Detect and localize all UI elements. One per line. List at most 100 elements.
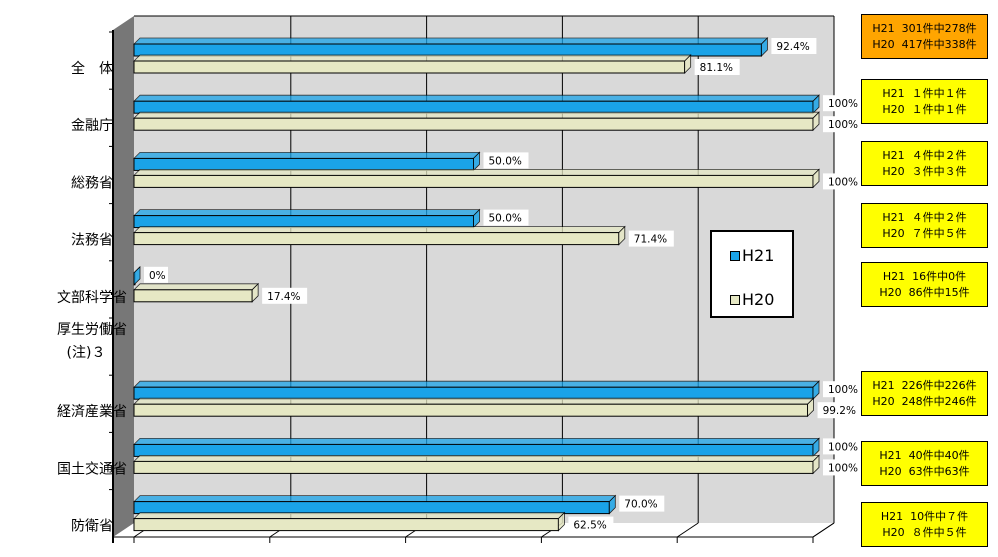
bar-end-face <box>684 54 692 74</box>
bar-front <box>133 289 253 303</box>
bar-end-face <box>812 111 820 132</box>
info-box-line-h20: H20 １件中１件 <box>882 102 967 116</box>
info-box-line-h20: H20 ７件中５件 <box>882 226 967 240</box>
info-box: H21 ４件中２件 H20 ３件中３件 <box>861 141 988 186</box>
data-label: 100% <box>828 119 858 131</box>
bar-end-face <box>608 494 616 515</box>
data-label: 100% <box>828 98 858 110</box>
bar-h20 <box>133 225 626 246</box>
bar-h20 <box>133 511 566 532</box>
bar-end-face <box>251 282 259 303</box>
bar-h20 <box>133 54 692 74</box>
bar-front <box>133 215 474 229</box>
data-label: 92.4% <box>776 41 809 53</box>
bar-top-face <box>133 380 820 388</box>
category-label: 総務省 <box>71 175 113 191</box>
bar-top-face <box>133 454 820 462</box>
category-label: 厚生労働省 <box>57 322 127 338</box>
bar-h21 <box>133 94 820 115</box>
data-label: 0% <box>149 270 166 282</box>
data-label-box <box>771 38 817 54</box>
category-label: 全 体 <box>71 60 113 77</box>
data-label-box <box>823 95 861 112</box>
bar-end-face <box>133 265 141 286</box>
bar-top-face <box>133 209 481 217</box>
info-box-line-h20: H20 248件中246件 <box>872 394 977 408</box>
bar-end-face <box>618 225 626 246</box>
data-label: 100% <box>828 176 858 188</box>
category-label: 防衛省 <box>71 519 113 535</box>
info-box-line-h21: H21 301件中278件 <box>872 21 977 35</box>
data-label: 50.0% <box>489 155 522 167</box>
info-box-line-h21: H21 ４件中２件 <box>882 148 967 162</box>
bar-top-face <box>133 37 769 45</box>
info-box-line-h21: H21 16件中0件 <box>882 269 967 283</box>
bar-end-face <box>473 151 480 172</box>
bar-end-face <box>812 454 820 475</box>
category-label: 金融庁 <box>71 118 113 134</box>
bar-end-face <box>473 208 480 229</box>
bar-top-face <box>133 495 617 503</box>
bar-end-face <box>760 37 768 57</box>
bar-front <box>133 501 610 515</box>
info-box-line-h20: H20 63件中63件 <box>879 464 970 478</box>
legend: H21 H20 <box>710 230 794 318</box>
bar-front <box>133 386 814 400</box>
bar-front <box>133 60 686 74</box>
info-box-line-h20: H20 417件中338件 <box>872 37 977 51</box>
info-box-line-h21: H21 226件中226件 <box>872 378 977 392</box>
bar-h21 <box>133 151 481 172</box>
data-label-box <box>823 381 861 398</box>
category-label: 法務省 <box>71 233 113 249</box>
bar-end-face <box>812 437 820 458</box>
bar-front <box>133 43 762 57</box>
bar-top-face <box>133 111 820 119</box>
data-label-box <box>694 59 740 75</box>
bar-h20 <box>133 168 820 189</box>
data-label-box <box>628 230 674 247</box>
data-label: 50.0% <box>489 213 522 225</box>
data-label: 71.4% <box>634 234 667 246</box>
info-box: H21 301件中278件 H20 417件中338件 <box>861 14 988 59</box>
bar-front <box>133 117 814 131</box>
info-box-line-h20: H20 ８件中５件 <box>882 525 967 539</box>
bar-front <box>133 174 814 188</box>
legend-label-h21: H21 <box>742 246 775 265</box>
bar-h21 <box>133 208 481 229</box>
data-label-box <box>483 209 529 226</box>
data-label: 62.5% <box>573 520 606 532</box>
legend-item-h21: H21 <box>730 246 774 265</box>
bar-front <box>133 460 814 474</box>
data-label-box <box>823 438 861 455</box>
info-box: H21 40件中40件 H20 63件中63件 <box>861 441 988 486</box>
data-label: 17.4% <box>267 291 300 303</box>
category-label: 文部科学省 <box>57 290 127 306</box>
bar-end-face <box>812 94 820 115</box>
data-label-box <box>823 459 861 476</box>
legend-swatch-h21 <box>730 250 740 261</box>
bar-top-face <box>133 437 820 445</box>
data-label-box <box>568 516 614 533</box>
data-label-box <box>823 116 861 133</box>
data-label: 70.0% <box>624 499 657 511</box>
grid-floor-line <box>676 522 699 538</box>
info-box-line-h21: H21 １件中１件 <box>882 86 967 100</box>
bar-end-face <box>557 511 565 532</box>
info-box-line-h21: H21 10件中７件 <box>880 509 969 523</box>
category-note: (注)３ <box>67 345 106 361</box>
bar-h20 <box>133 397 815 418</box>
bar-h21 <box>133 380 820 401</box>
legend-item-h20: H20 <box>730 290 774 309</box>
data-label: 81.1% <box>700 62 733 74</box>
data-label-box <box>817 402 863 419</box>
legend-label-h20: H20 <box>742 290 775 309</box>
bar-front <box>133 232 620 246</box>
info-box: H21 ４件中２件 H20 ７件中５件 <box>861 203 988 248</box>
bar-end-face <box>812 168 820 189</box>
plot-side-wall <box>113 16 134 537</box>
legend-swatch-h20 <box>730 294 740 305</box>
bar-h21 <box>133 494 617 515</box>
info-box-line-h20: H20 ３件中３件 <box>882 164 967 178</box>
info-box: H21 １件中１件 H20 １件中１件 <box>861 79 988 124</box>
